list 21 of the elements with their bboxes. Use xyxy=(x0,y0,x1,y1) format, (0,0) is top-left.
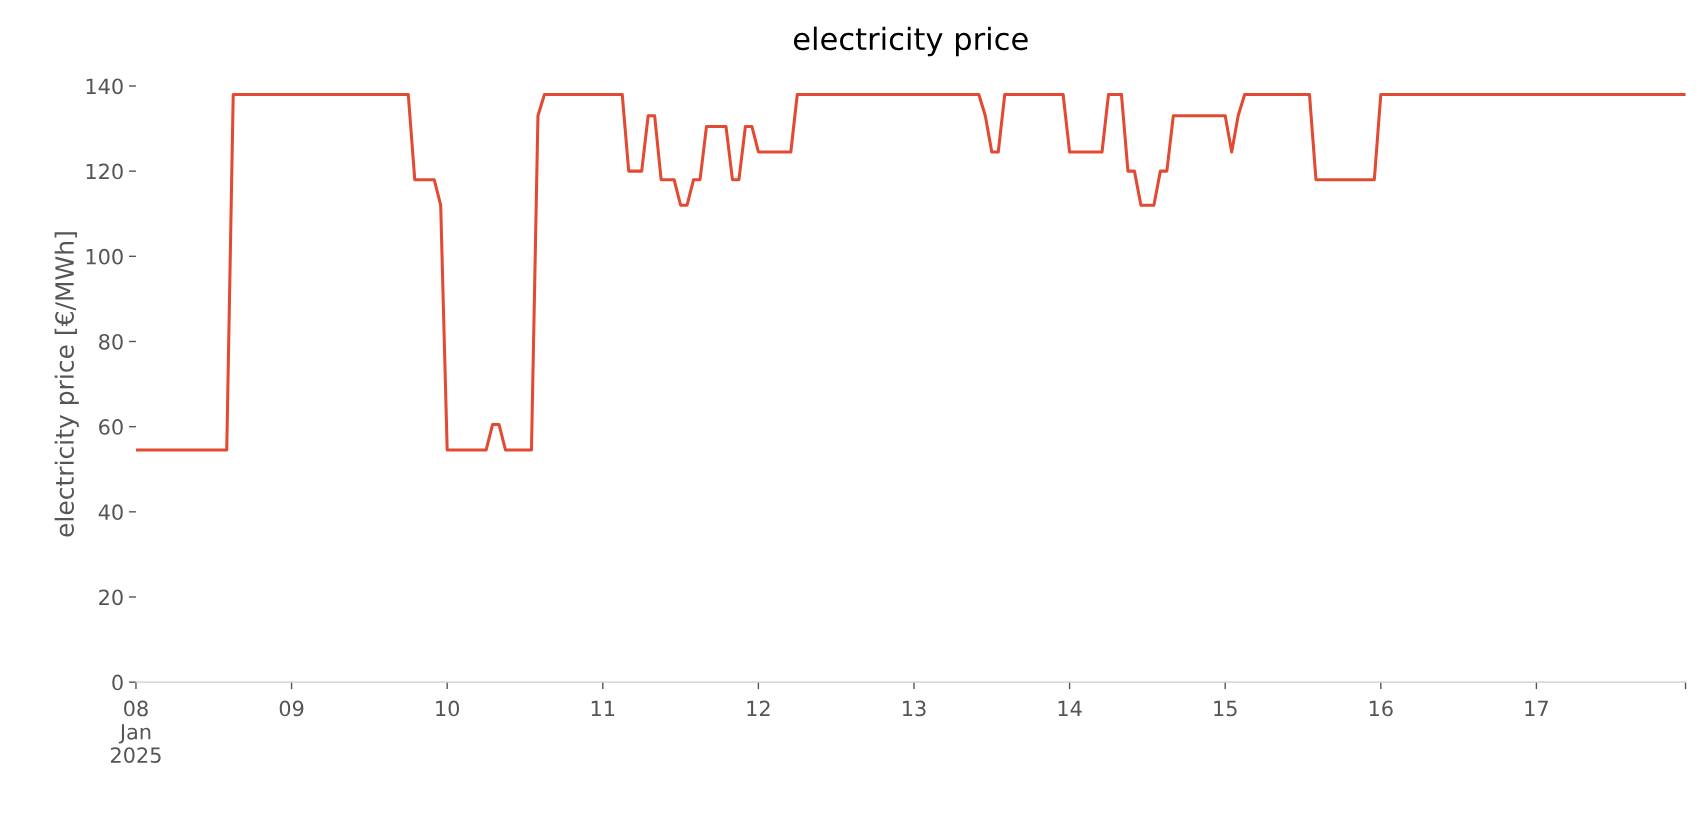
x-tick-label: 10 xyxy=(436,700,460,717)
y-tick-label: 0 xyxy=(112,674,123,691)
chart-title: electricity price xyxy=(793,26,1028,57)
x-tick-label: 14 xyxy=(1058,700,1082,717)
line-series xyxy=(135,92,1686,452)
x-tick-label: 09 xyxy=(279,700,304,717)
y-tick-label: 20 xyxy=(99,589,123,606)
x-tick-label: 16 xyxy=(1369,700,1393,717)
x-tick-label: 13 xyxy=(903,700,926,717)
x-tick-label: 11 xyxy=(591,700,615,717)
y-tick-label: 140 xyxy=(86,78,123,95)
x-tick-label: 08 Jan 2025 xyxy=(110,700,161,763)
x-tick-label: 12 xyxy=(747,700,770,717)
y-tick-label: 120 xyxy=(86,163,123,180)
y-tick-label: 100 xyxy=(86,248,123,265)
x-tick-label: 17 xyxy=(1525,700,1548,717)
y-tick-label: 80 xyxy=(99,333,123,350)
y-tick-label: 40 xyxy=(98,504,123,521)
y-axis-title: electricity price [€/MWh] xyxy=(54,232,79,537)
x-tick-label: 15 xyxy=(1214,700,1237,717)
y-tick-label: 60 xyxy=(99,419,123,435)
